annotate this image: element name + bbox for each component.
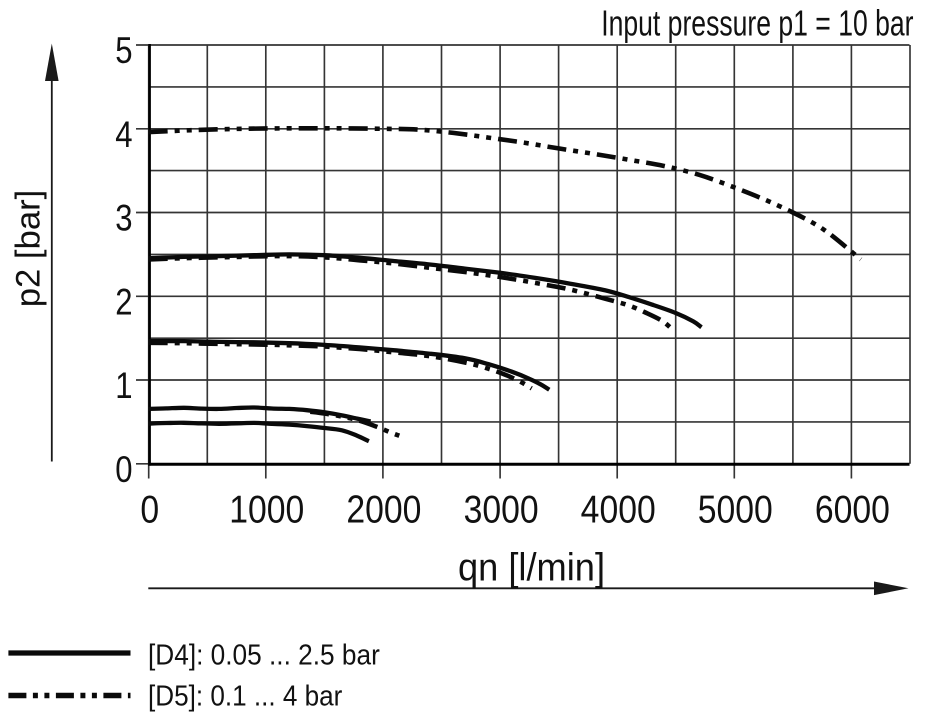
svg-text:3000: 3000 [464, 487, 539, 531]
svg-text:1000: 1000 [229, 487, 304, 531]
svg-text:qn [l/min]: qn [l/min] [458, 545, 605, 588]
svg-text:0: 0 [115, 450, 132, 491]
svg-text:4000: 4000 [581, 487, 656, 531]
svg-text:0: 0 [140, 487, 159, 531]
svg-text:2: 2 [115, 282, 132, 323]
svg-text:5: 5 [115, 31, 132, 72]
svg-text:5000: 5000 [698, 487, 773, 531]
svg-text:[D4]: 0.05 ... 2.5 bar: [D4]: 0.05 ... 2.5 bar [148, 638, 380, 671]
svg-text:2000: 2000 [346, 487, 421, 531]
svg-text:3: 3 [115, 198, 132, 239]
svg-text:Input pressure p1 = 10 bar: Input pressure p1 = 10 bar [601, 3, 913, 44]
svg-text:4: 4 [115, 115, 132, 156]
svg-text:1: 1 [115, 366, 132, 407]
svg-text:[D5]: 0.1 ... 4 bar: [D5]: 0.1 ... 4 bar [148, 679, 342, 712]
svg-text:6000: 6000 [815, 487, 890, 531]
svg-text:p2 [bar]: p2 [bar] [10, 190, 48, 308]
